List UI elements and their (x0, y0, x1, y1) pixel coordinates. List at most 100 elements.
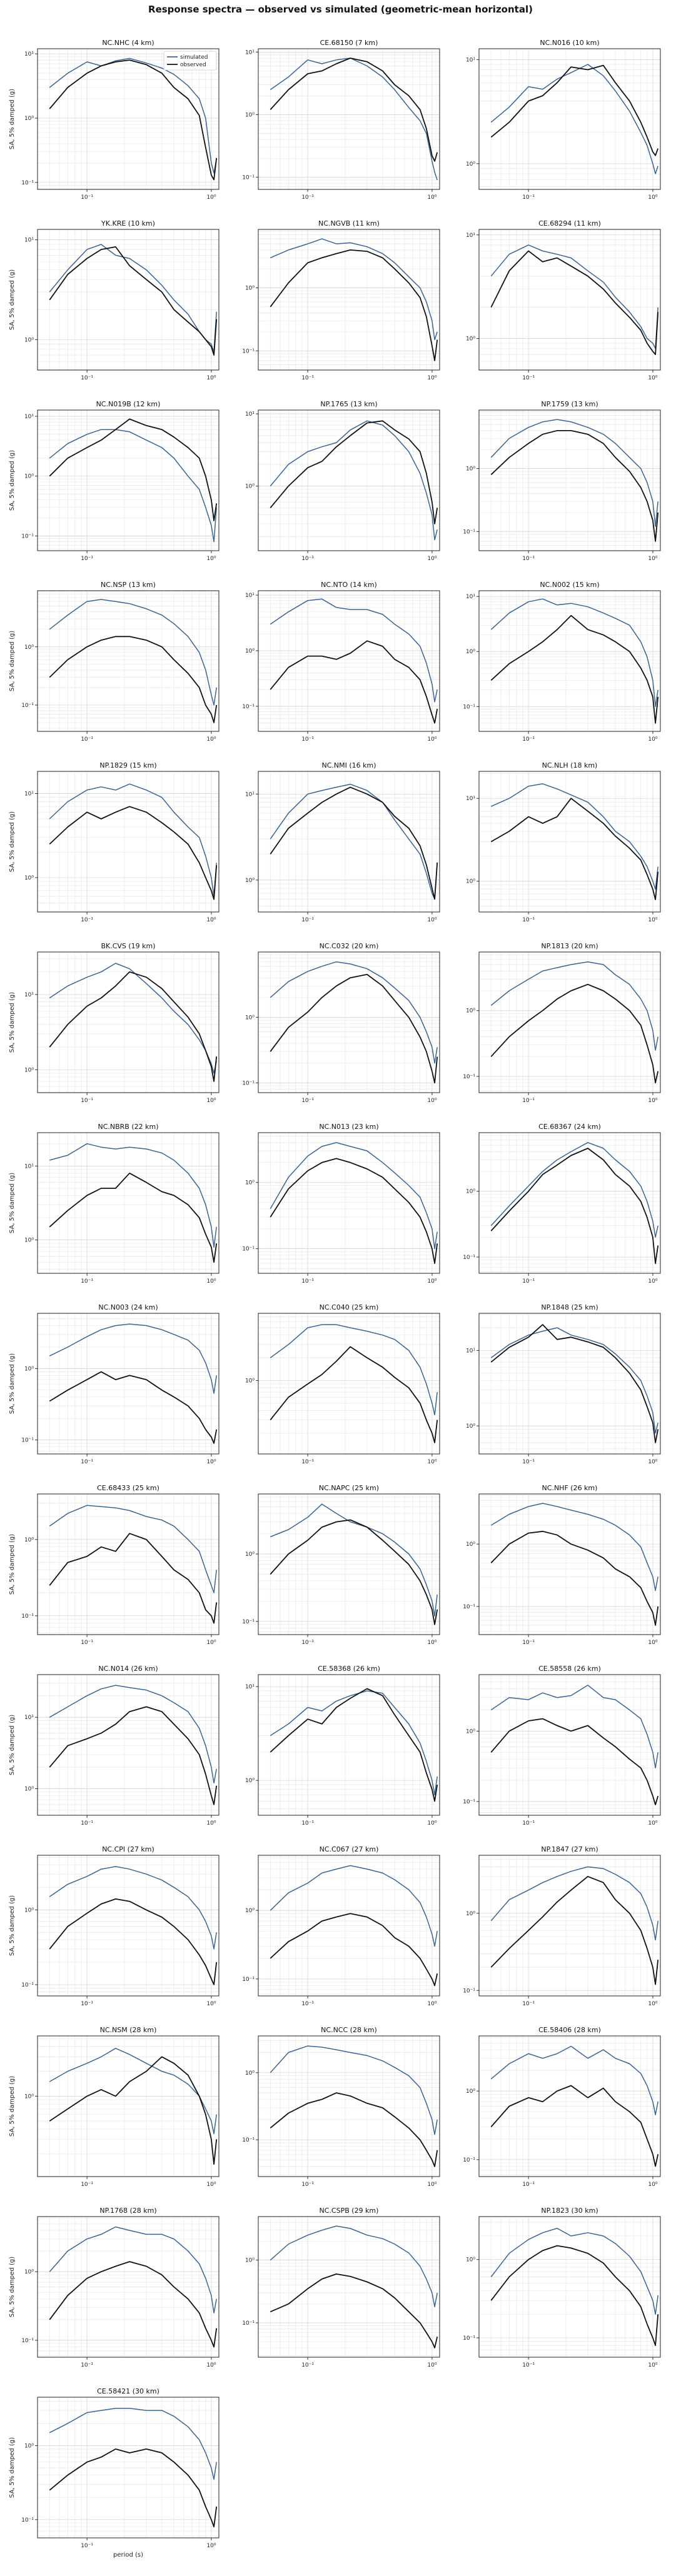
x-tick-label: 10⁻¹ (81, 2362, 93, 2368)
plot-frame (258, 229, 440, 371)
x-tick-label: 10⁻¹ (81, 1098, 93, 1104)
plot-area (479, 952, 660, 1093)
panel-title: CE.58558 (26 km) (538, 1665, 601, 1673)
x-tick-label: 10⁰ (206, 2182, 216, 2188)
x-tick-label: 10⁻¹ (301, 2001, 314, 2007)
spectrum-panel: NC.N003 (24 km) 10⁻¹ 10⁰ 10⁻¹ 10⁰ SA, 5% damp… (9, 1302, 225, 1483)
legend-entry: simulated (180, 54, 208, 61)
y-tick-label: 10⁻¹ (242, 2137, 255, 2143)
simulated-line (270, 1865, 438, 1947)
y-tick-label: 10⁻¹ (463, 1604, 475, 1610)
simulated-line (49, 963, 217, 1074)
y-tick-label: 10⁰ (466, 649, 475, 655)
panel-title: NP.1768 (28 km) (99, 2207, 156, 2215)
y-gridlines (38, 1143, 219, 1270)
x-tick-label: 10⁻¹ (522, 556, 535, 562)
y-tick-label: 10⁻¹ (242, 1619, 255, 1625)
plot-frame (37, 1855, 219, 1997)
plot-area (479, 2217, 660, 2357)
simulated-line (270, 961, 438, 1064)
spectrum-panel: NC.N013 (23 km) 10⁻¹ 10⁰ 10⁻¹ 10⁰ (240, 1121, 446, 1302)
spectrum-plot: YK.KRE (10 km) 10⁻¹ 10⁰ 10⁰ 10¹ SA, 5% damped… (9, 219, 219, 381)
spectrum-panel: NP.1765 (13 km) 10⁻¹ 10⁰ 10⁰ 10¹ (240, 399, 446, 579)
y-tick-label: 10⁰ (24, 474, 34, 480)
x-tick-label: 10⁰ (648, 2001, 657, 2007)
plot-area (258, 2036, 440, 2177)
simulated-line (490, 598, 658, 708)
x-tick-label: 10⁰ (206, 1278, 216, 1285)
spectrum-panel: CE.58421 (30 km) 10⁻¹ 10⁰ 10⁻¹ 10⁰ SA, 5% dam… (9, 2386, 225, 2567)
spectrum-plot: NC.N019B (12 km) 10⁻¹ 10⁰ 10⁻¹ 10⁰ 10¹ SA, 5% … (9, 400, 219, 562)
plot-frame (37, 951, 219, 1093)
plot-frame (478, 1313, 661, 1455)
panel-title: NC.NGVB (11 km) (318, 219, 380, 228)
plot-frame (37, 48, 219, 190)
legend-box (163, 51, 217, 71)
panel-title: YK.KRE (10 km) (101, 219, 155, 228)
spectrum-plot: NC.C040 (25 km) 10⁻¹ 10⁰ 10⁰ (245, 1303, 440, 1465)
y-gridlines (258, 594, 440, 729)
simulated-line (270, 58, 438, 181)
simulated-line (490, 2228, 658, 2315)
panel-title: CE.58406 (28 km) (538, 2026, 601, 2034)
spectrum-plot: CE.58558 (26 km) 10⁻¹ 10⁰ 10⁻¹ 10⁰ (463, 1665, 661, 1827)
plot-area (38, 2397, 219, 2538)
observed-line (490, 2245, 659, 2347)
x-tick-label: 10⁰ (427, 1640, 436, 1646)
y-tick-label: 10⁰ (245, 1180, 255, 1186)
plot-frame (258, 409, 440, 551)
spectrum-panel: NC.NHF (26 km) 10⁻¹ 10⁰ 10⁻¹ 10⁰ (460, 1483, 667, 1663)
observed-line (49, 246, 218, 356)
simulated-line (49, 429, 217, 543)
panel-title: CE.68294 (11 km) (538, 219, 601, 228)
x-tick-label: 10⁰ (648, 1820, 657, 1827)
y-tick-label: 10⁰ (466, 1189, 475, 1195)
y-tick-label: 10⁰ (466, 1541, 475, 1548)
y-tick-label: 10¹ (24, 414, 34, 420)
y-tick-label: 10⁰ (245, 286, 255, 292)
x-gridlines (37, 2036, 212, 2177)
y-gridlines (479, 1135, 660, 1272)
y-tick-label: 10⁰ (466, 1008, 475, 1015)
plot-area (258, 1313, 440, 1454)
panel-title: NC.CSPB (29 km) (320, 2207, 379, 2215)
observed-line (490, 1876, 659, 1985)
y-tick-label: 10⁻¹ (242, 2320, 255, 2327)
panel-title: NC.NTO (14 km) (321, 581, 377, 589)
simulated-line (490, 1503, 658, 1591)
simulated-line (270, 1142, 438, 1250)
observed-line (490, 1148, 659, 1265)
observed-line (49, 2261, 218, 2348)
x-tick-label: 10⁻¹ (81, 194, 93, 201)
spectrum-panel: NC.NLH (18 km) 10⁻¹ 10⁰ 10⁰ 10¹ (460, 760, 667, 941)
x-tick-label: 10⁻¹ (301, 375, 314, 381)
plot-frame (478, 48, 661, 190)
x-gridlines (478, 2217, 653, 2357)
spectrum-panel: NC.NAPC (25 km) 10⁻¹ 10⁰ 10⁻¹ 10⁰ (240, 1483, 446, 1663)
panel-title: NC.NHF (26 km) (542, 1484, 598, 1492)
y-tick-label: 10⁻¹ (21, 1982, 34, 1988)
plot-frame (258, 1313, 440, 1455)
x-tick-label: 10⁻¹ (301, 2182, 314, 2188)
spectrum-plot: NP.1813 (20 km) 10⁻¹ 10⁰ 10⁻¹ 10⁰ (463, 942, 661, 1104)
panel-title: CE.58421 (30 km) (97, 2387, 159, 2395)
plot-frame (37, 229, 219, 371)
spectrum-plot: NC.NBRB (22 km) 10⁻¹ 10⁰ 10⁰ 10¹ SA, 5% dampe… (9, 1123, 219, 1285)
panel-title: NP.1848 (25 km) (541, 1303, 598, 1311)
spectrum-plot: NP.1848 (25 km) 10⁻¹ 10⁰ 10⁰ 10¹ (466, 1303, 661, 1465)
x-tick-label: 10⁰ (648, 1640, 657, 1646)
plot-frame (478, 229, 661, 371)
y-tick-label: 10¹ (245, 49, 255, 56)
spectrum-panel: CE.58368 (26 km) 10⁻¹ 10⁰ 10⁰ 10¹ (240, 1663, 446, 1844)
panel-title: NC.N014 (26 km) (98, 1665, 158, 1673)
panel-title: NC.NLH (18 km) (542, 761, 598, 769)
simulated-line (490, 1685, 658, 1769)
panel-title: NC.NBRB (22 km) (98, 1123, 158, 1131)
simulated-line (490, 244, 658, 349)
plot-frame (37, 2216, 219, 2358)
y-axis-label: SA, 5% damped (g) (9, 269, 16, 330)
spectrum-panel: NC.N014 (26 km) 10⁻¹ 10⁰ 10⁰ 10¹ SA, 5% dampe… (9, 1663, 225, 1844)
simulated-line (270, 420, 438, 541)
plot-area (38, 229, 219, 370)
